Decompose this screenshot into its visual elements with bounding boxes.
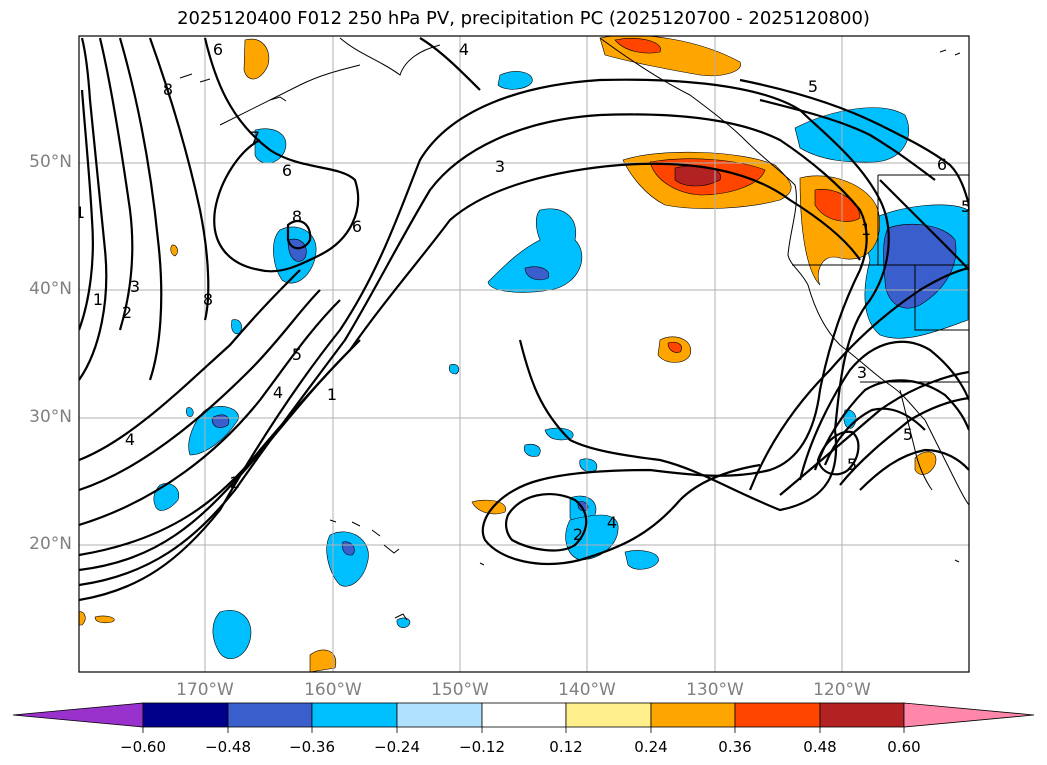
contour-label: 5 (903, 425, 913, 444)
colorbar-tick-label: 0.24 (634, 738, 668, 756)
lon-label: 150°W (431, 680, 489, 700)
colorbar-tick-label: −0.12 (459, 738, 505, 756)
colorbar-swatch (396, 702, 483, 728)
lon-label: 130°W (686, 680, 744, 700)
colorbar-swatch (734, 702, 821, 728)
contour-label: 1 (861, 220, 871, 239)
colorbar-tick-label: −0.36 (289, 738, 335, 756)
contour-label: 5 (292, 345, 302, 364)
colorbar-swatch (227, 702, 313, 728)
figure-title: 2025120400 F012 250 hPa PV, precipitatio… (177, 8, 870, 29)
contour-label: 6 (352, 217, 362, 236)
contour-label: 3 (130, 277, 140, 296)
colorbar-swatch (819, 702, 905, 728)
contour-label: 5 (847, 455, 857, 474)
precip-positive-areas (79, 36, 937, 672)
contour-label: 6 (282, 161, 292, 180)
pv-contour-labels: 6 8 4 5 7 6 8 8 3 1 2 4 1 3 6 5 4 1 2 4 … (75, 40, 971, 544)
colorbar-swatch (565, 702, 652, 728)
contour-label: 7 (250, 128, 260, 147)
lon-label: 140°W (558, 680, 616, 700)
colorbar-extend-high (903, 702, 1035, 728)
colorbar-swatch (311, 702, 398, 728)
lon-label: 120°W (813, 680, 871, 700)
colorbar-tick-label: −0.48 (205, 738, 251, 756)
lat-label: 40°N (29, 279, 72, 299)
contour-label: 2 (122, 303, 132, 322)
contour-label: 6 (937, 155, 947, 174)
map-plot-area: 6 8 4 5 7 6 8 8 3 1 2 4 1 3 6 5 4 1 2 4 … (75, 36, 971, 672)
colorbar-extend-low (12, 702, 144, 728)
contour-label: 3 (495, 157, 505, 176)
contour-label: 6 (213, 40, 223, 59)
coastlines (179, 37, 969, 621)
lat-label: 30°N (29, 407, 72, 427)
map-gridlines (79, 36, 969, 672)
colorbar-swatch (481, 702, 567, 728)
pv-contours (79, 37, 969, 602)
map-frame (78, 35, 970, 673)
precip-negative-areas (153, 71, 969, 659)
colorbar-tick-label: 0.12 (549, 738, 583, 756)
contour-label: 4 (125, 430, 135, 449)
colorbar-tick-label: 0.48 (803, 738, 837, 756)
contour-label: 1 (327, 385, 337, 404)
colorbar-swatch (142, 702, 229, 728)
colorbar-swatch (650, 702, 736, 728)
contour-label: 4 (607, 513, 617, 532)
contour-label: 2 (230, 473, 240, 492)
contour-label: 3 (857, 363, 867, 382)
contour-label: 5 (961, 197, 971, 216)
contour-label: 4 (459, 40, 469, 59)
colorbar (12, 702, 1035, 733)
lon-label: 170°W (176, 680, 234, 700)
colorbar-tick-label: −0.24 (374, 738, 420, 756)
contour-label: 2 (573, 525, 583, 544)
colorbar-tick-label: −0.60 (120, 738, 166, 756)
contour-label: 1 (75, 203, 85, 222)
lat-label: 50°N (29, 152, 72, 172)
contour-label: 4 (273, 383, 283, 402)
contour-label: 8 (163, 80, 173, 99)
contour-label: 8 (292, 207, 302, 226)
colorbar-tick-label: 0.36 (718, 738, 752, 756)
colorbar-tick-label: 0.60 (887, 738, 921, 756)
contour-label: 5 (808, 77, 818, 96)
lat-label: 20°N (29, 534, 72, 554)
lon-label: 160°W (304, 680, 362, 700)
contour-label: 1 (93, 290, 103, 309)
contour-label: 8 (203, 290, 213, 309)
